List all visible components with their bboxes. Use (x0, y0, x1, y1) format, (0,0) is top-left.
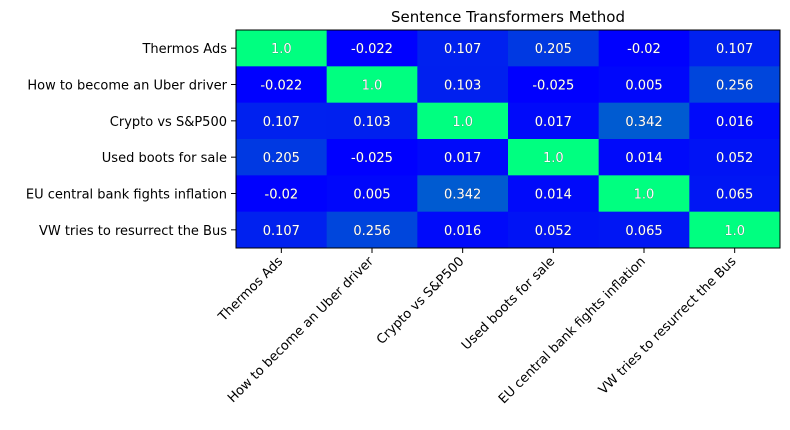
cell-value-label: 0.103 (444, 79, 481, 94)
cell-value-label: 0.107 (716, 42, 753, 57)
cell-value-label: 0.017 (535, 115, 572, 130)
cell-value-label: -0.025 (532, 79, 574, 94)
heatmap-cell (326, 30, 418, 67)
cell-value-label: 1.0 (543, 151, 564, 166)
y-tick-label: Used boots for sale (102, 151, 227, 166)
heatmap-cell (236, 211, 328, 249)
heatmap-cell (236, 139, 328, 176)
heatmap-cell (236, 30, 328, 67)
heatmap-cell (326, 211, 418, 249)
heatmap-cell (598, 211, 690, 249)
heatmap-cell (417, 30, 509, 67)
heatmap-cell (689, 139, 781, 176)
cell-value-label: 0.014 (625, 151, 662, 166)
chart-title: Sentence Transformers Method (391, 8, 625, 26)
cell-value-label: 1.0 (271, 42, 292, 57)
heatmap-cell (598, 66, 690, 104)
cell-value-label: 0.342 (625, 115, 662, 130)
heatmap-cell (508, 66, 600, 104)
heatmap-cell (326, 66, 418, 104)
heatmap-cell (508, 102, 600, 140)
cell-value-label: -0.02 (265, 188, 299, 203)
heatmap-cell (326, 175, 418, 213)
cell-value-label: 0.107 (444, 42, 481, 57)
y-tick-labels: Thermos Ads How to become an Uber driver C… (26, 42, 236, 239)
heatmap-cell (326, 102, 418, 140)
cell-value-label: -0.025 (351, 151, 393, 166)
x-tick-label: Crypto vs S&P500 (374, 254, 467, 347)
cell-value-label: 0.205 (263, 151, 300, 166)
heatmap-cell (417, 102, 509, 140)
y-tick-label: EU central bank fights inflation (26, 188, 227, 203)
heatmap-cell (508, 175, 600, 213)
cell-value-label: 0.052 (535, 224, 572, 239)
cell-value-label: 1.0 (724, 224, 745, 239)
cell-value-label: 0.016 (716, 115, 753, 130)
heatmap-cell (689, 66, 781, 104)
cell-value-label: 0.256 (716, 79, 753, 94)
cell-value-label: 1.0 (452, 115, 473, 130)
heatmap-cell (417, 175, 509, 213)
cell-value-label: -0.02 (627, 42, 661, 57)
x-tick-label: Used boots for sale (459, 254, 558, 353)
heatmap-cell (508, 30, 600, 67)
plot-frame (235, 29, 781, 249)
heatmap-cell (689, 30, 781, 67)
heatmap-cell (689, 175, 781, 213)
y-tick-label: VW tries to resurrect the Bus (39, 224, 227, 239)
x-tick-label: Thermos Ads (215, 254, 286, 325)
y-tick-label: How to become an Uber driver (27, 79, 227, 94)
heatmap-cell (417, 211, 509, 249)
cell-value-label: 0.107 (263, 224, 300, 239)
cell-value-label: 1.0 (362, 79, 383, 94)
heatmap-cell (236, 175, 328, 213)
cell-value-label: 0.014 (535, 188, 572, 203)
cell-value-label: 0.016 (444, 224, 481, 239)
heatmap-cell (326, 139, 418, 176)
cell-value-label: 0.065 (716, 188, 753, 203)
heatmap-cell (236, 102, 328, 140)
heatmap-cell (236, 66, 328, 104)
cell-value-label: 0.103 (353, 115, 390, 130)
cell-value-label: -0.022 (260, 79, 302, 94)
heatmap-cell (417, 139, 509, 176)
cell-value-label: -0.022 (351, 42, 393, 57)
cell-value-label: 0.052 (716, 151, 753, 166)
heatmap-cell (417, 66, 509, 104)
y-tick-label: Thermos Ads (141, 42, 227, 57)
cell-value-label: 0.342 (444, 188, 481, 203)
heatmap-cell (689, 211, 781, 249)
y-tick-label: Crypto vs S&P500 (110, 115, 227, 130)
cell-value-label: 0.256 (353, 224, 390, 239)
cell-value-label: 0.107 (263, 115, 300, 130)
x-tick-label: How to become an Uber driver (225, 254, 377, 406)
cell-value-label: 0.205 (535, 42, 572, 57)
x-tick-label: EU central bank fights inflation (496, 254, 649, 407)
cell-value-label: 0.005 (625, 79, 662, 94)
heatmap-cell (508, 139, 600, 176)
heatmap-cell (508, 211, 600, 249)
cell-value-label: 0.065 (625, 224, 662, 239)
heatmap-cell (598, 102, 690, 140)
cell-value-label: 0.017 (444, 151, 481, 166)
heatmap-cell (598, 175, 690, 213)
cell-value-label: 1.0 (634, 188, 655, 203)
heatmap-cell (689, 102, 781, 140)
heatmap-cell (598, 30, 690, 67)
heatmap-cells: 1.0 -0.022 0.107 0.205 -0.02 0.107 -0.022 1.0 0.… (236, 30, 781, 249)
cell-value-label: 0.005 (353, 188, 390, 203)
heatmap-cell (598, 139, 690, 176)
